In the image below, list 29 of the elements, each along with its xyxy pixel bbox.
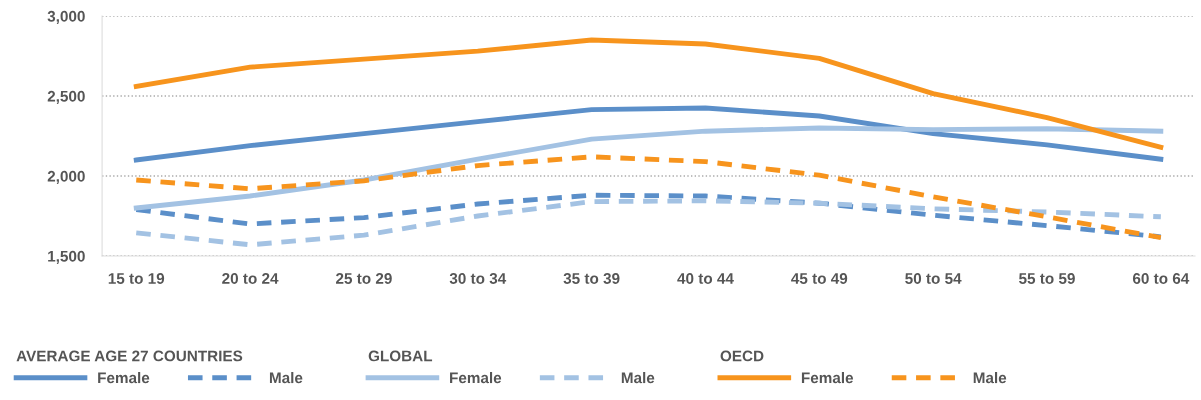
legend-label: Male <box>621 372 655 384</box>
x-tick-label: 45 to 49 <box>791 273 848 284</box>
x-tick-label: 55 to 59 <box>1019 273 1075 284</box>
x-tick-label: 30 to 34 <box>449 273 507 284</box>
y-tick-label: 3,000 <box>47 10 85 24</box>
y-tick-label: 2,000 <box>47 170 85 184</box>
y-tick-label: 2,500 <box>47 90 85 104</box>
x-tick-label: 15 to 19 <box>108 273 165 284</box>
legend-label: Male <box>973 372 1007 384</box>
x-tick-label: 40 to 44 <box>677 273 734 284</box>
line-series <box>133 192 1164 240</box>
y-tick-label: 1,500 <box>48 250 85 264</box>
text: GLOBAL <box>368 350 433 362</box>
x-tick-label: 50 to 54 <box>905 273 962 284</box>
legend-label: Female <box>98 372 150 384</box>
line-series <box>133 154 1164 241</box>
x-tick-label: 35 to 39 <box>563 273 620 284</box>
line-series <box>133 37 1164 150</box>
text: AVERAGE AGE 27 COUNTRIES <box>16 350 243 362</box>
line-series <box>133 198 1164 248</box>
legend-label: Male <box>269 372 303 384</box>
text: OECD <box>720 350 764 362</box>
legend-label: Female <box>450 372 502 384</box>
line-series <box>133 105 1164 163</box>
x-tick-label: 60 to 64 <box>1132 273 1190 284</box>
legend-label: Female <box>801 372 854 384</box>
line-series <box>133 125 1164 211</box>
x-tick-label: 25 to 29 <box>336 273 392 284</box>
x-tick-label: 20 to 24 <box>222 273 279 284</box>
